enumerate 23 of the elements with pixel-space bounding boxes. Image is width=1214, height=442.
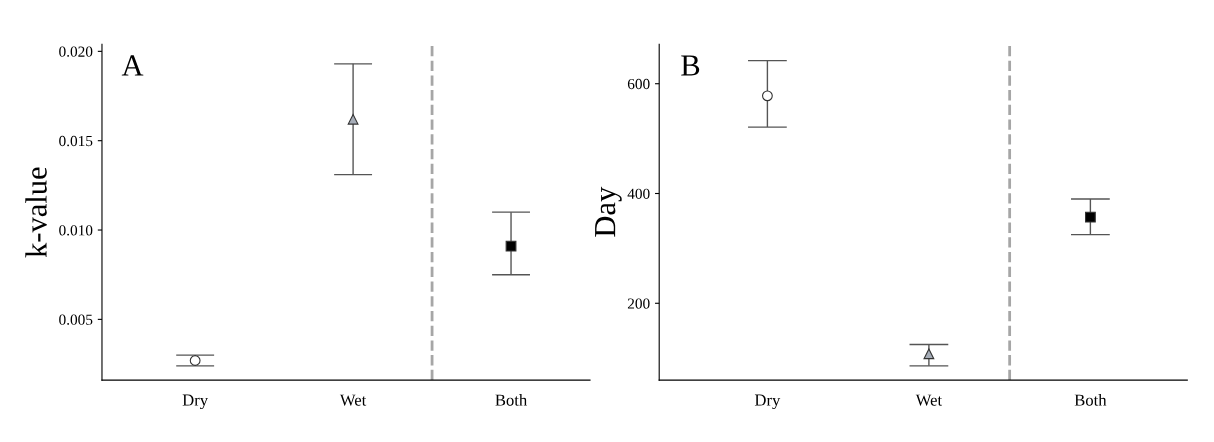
- x-tick-label: Wet: [339, 394, 367, 406]
- point: [189, 355, 201, 366]
- point: [761, 90, 773, 102]
- x-tick-label: Both: [495, 394, 528, 406]
- y-tick-label: 200: [627, 298, 650, 309]
- y-axis-title: k-value: [25, 167, 47, 258]
- point: [347, 113, 359, 125]
- chart-title: B: [681, 55, 700, 76]
- x-tick-label: Wet: [915, 394, 943, 406]
- y-tick-label: 0.015: [59, 135, 93, 147]
- y-tick-label: 0.020: [59, 46, 93, 57]
- y-tick-label: 600: [627, 78, 650, 90]
- point: [505, 240, 517, 252]
- chart-title: A: [121, 55, 144, 76]
- x-tick-label: Dry: [754, 394, 781, 410]
- point: [1084, 211, 1096, 223]
- y-tick-label: 0.005: [59, 314, 93, 325]
- x-tick-label: Dry: [182, 394, 209, 410]
- y-tick-label: 0.010: [59, 225, 93, 236]
- y-axis-title: Day: [595, 186, 622, 237]
- x-tick-label: Both: [1074, 394, 1107, 406]
- point: [923, 348, 935, 360]
- y-tick-label: 400: [627, 188, 650, 199]
